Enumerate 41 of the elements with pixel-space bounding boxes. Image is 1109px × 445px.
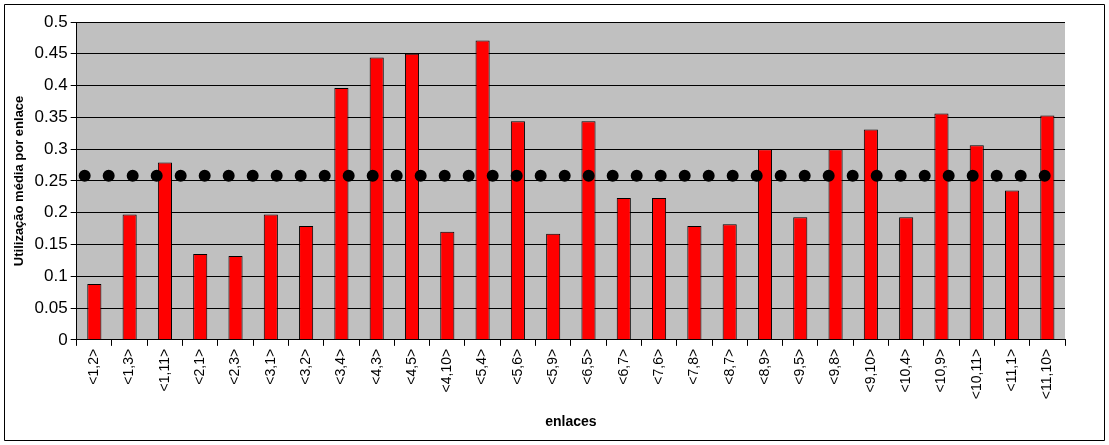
y-tick-label: 0: [58, 329, 68, 349]
y-tick-label: 0.2: [44, 202, 68, 222]
x-tick-label: <9,5>: [791, 348, 808, 385]
x-tick-label: <9,8>: [826, 348, 843, 385]
y-tick-label: 0.05: [34, 297, 68, 317]
y-axis-title: Utilização média por enlace: [11, 95, 27, 267]
y-tick-label: 0.1: [44, 265, 68, 285]
x-tick-label: <10,11>: [967, 348, 984, 400]
x-tick-label: <4,3>: [367, 348, 384, 385]
x-tick-label: <11,10>: [1038, 348, 1055, 400]
x-tick-label: <2,1>: [191, 348, 208, 385]
x-tick-label: <4,5>: [402, 348, 419, 385]
y-tick-label: 0.4: [44, 75, 68, 95]
x-tick-label: <3,2>: [296, 348, 313, 385]
x-tick-label: <3,4>: [332, 348, 349, 385]
x-tick-label: <4,10>: [438, 348, 455, 393]
x-axis-title: enlaces: [545, 413, 597, 430]
x-tick-label: <10,4>: [897, 348, 914, 393]
x-tick-label: <7,6>: [649, 348, 666, 385]
x-tick-label: <2,3>: [226, 348, 243, 385]
y-tick-label: 0.5: [44, 11, 68, 31]
x-tick-label: <1,11>: [155, 348, 172, 392]
x-tick-label: <1,2>: [85, 348, 102, 385]
y-tick-label: 0.25: [34, 170, 68, 190]
x-tick-label: <6,7>: [614, 348, 631, 385]
y-tick-label: 0.35: [34, 107, 68, 127]
x-tick-label: <8,7>: [720, 348, 737, 385]
y-tick-label: 0.3: [44, 138, 68, 158]
x-tick-label: <5,4>: [473, 348, 490, 385]
y-tick-label: 0.45: [34, 43, 68, 63]
x-tick-label: <5,9>: [544, 348, 561, 385]
x-tick-label: <1,3>: [120, 348, 137, 385]
x-tick-label: <9,10>: [861, 348, 878, 393]
x-tick-label: <6,5>: [579, 348, 596, 385]
x-tick-label: <11,1>: [1002, 348, 1019, 392]
x-tick-label: <3,1>: [261, 348, 278, 385]
x-tick-label: <8,9>: [755, 348, 772, 385]
x-tick-label: <10,9>: [932, 348, 949, 393]
x-tick-label: <5,6>: [508, 348, 525, 385]
x-tick-label: <7,8>: [685, 348, 702, 385]
y-tick-label: 0.15: [34, 234, 68, 254]
